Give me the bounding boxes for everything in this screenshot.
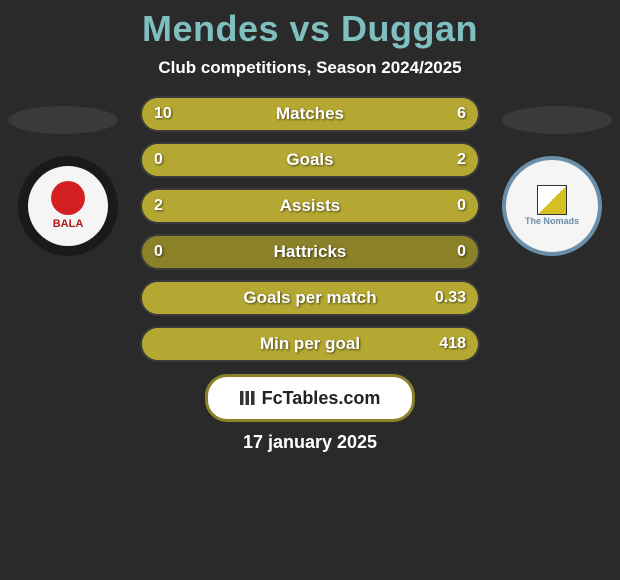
stat-bar: 0 0Hattricks	[140, 234, 480, 270]
bar-fill-right	[142, 144, 478, 176]
bar-fill-left	[142, 98, 352, 130]
right-crest-icon	[537, 185, 567, 215]
main-area: BALA The Nomads 106Matches 02Goals 20Assis…	[0, 96, 620, 362]
right-crest-label: The Nomads	[525, 185, 579, 227]
left-crest-label: BALA	[51, 181, 85, 230]
stat-bar: 418Min per goal	[140, 326, 480, 362]
date-label: 17 january 2025	[0, 432, 620, 453]
comparison-card: Mendes vs Duggan Club competitions, Seas…	[0, 0, 620, 453]
stat-bar: 106Matches	[140, 96, 480, 132]
left-crest-icon	[51, 181, 85, 215]
stat-bar: 0.33Goals per match	[140, 280, 480, 316]
bar-fill-right	[142, 282, 478, 314]
bar-fill-left	[142, 190, 478, 222]
stat-bar: 02Goals	[140, 142, 480, 178]
bar-value-right: 0	[457, 243, 466, 261]
footer-brand-badge: FcTables.com	[205, 374, 415, 422]
footer-brand-text: FcTables.com	[262, 388, 381, 409]
bar-label: Hattricks	[142, 242, 478, 262]
right-crest-text: The Nomads	[525, 216, 579, 226]
bar-fill-right	[142, 328, 478, 360]
bar-list: 106Matches 02Goals 20Assists 0 0Hattricks 0.3…	[140, 96, 480, 362]
chart-icon	[240, 391, 258, 405]
left-marker	[8, 106, 118, 134]
bar-value-left: 0	[154, 243, 163, 261]
right-club-crest: The Nomads	[502, 156, 602, 256]
right-marker	[502, 106, 612, 134]
left-club-crest: BALA	[18, 156, 118, 256]
page-title: Mendes vs Duggan	[0, 8, 620, 50]
left-crest-text: BALA	[53, 218, 84, 230]
bar-fill-right	[352, 98, 478, 130]
subtitle: Club competitions, Season 2024/2025	[0, 58, 620, 78]
stat-bar: 20Assists	[140, 188, 480, 224]
